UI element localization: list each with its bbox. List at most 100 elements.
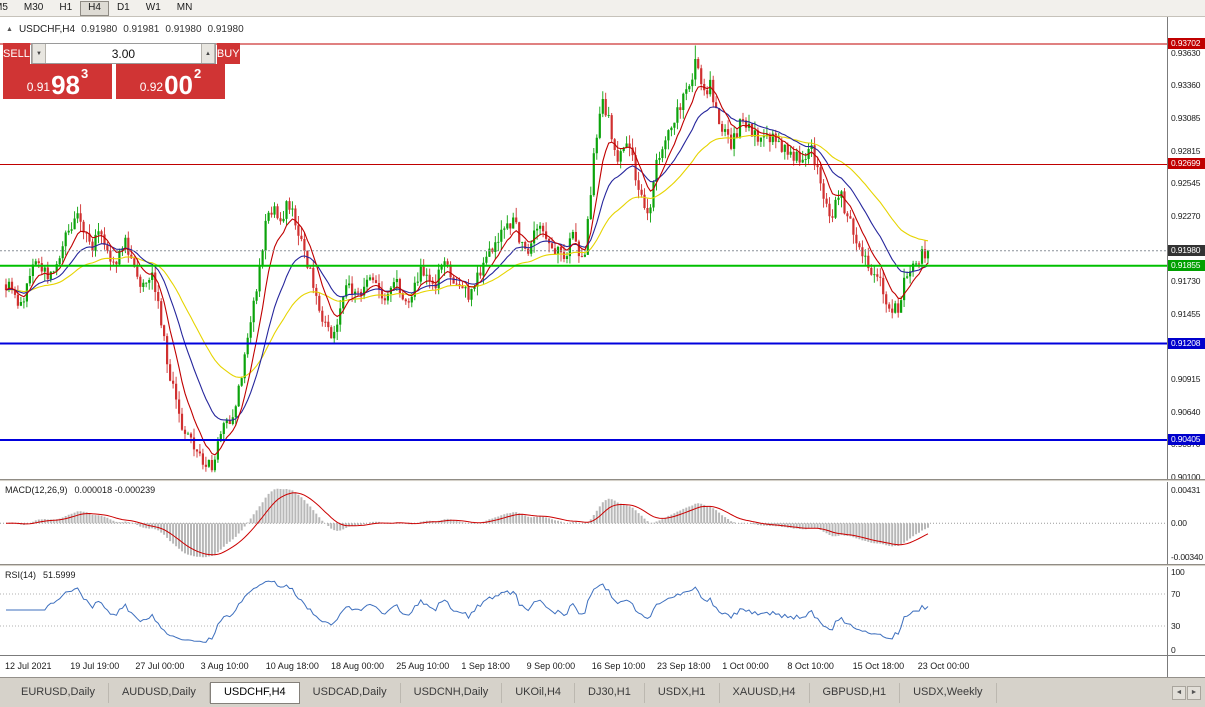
volume-input[interactable] xyxy=(45,44,201,63)
timeframe-button-w1[interactable]: W1 xyxy=(138,1,169,16)
chart-symbol-label: USDCHF,H4 xyxy=(18,24,76,35)
panel-divider[interactable] xyxy=(0,564,1205,567)
price-axis-tick: 0.93360 xyxy=(1171,80,1201,91)
volume-up-button[interactable]: ▲ xyxy=(200,44,215,63)
macd-axis-label: -0.00340 xyxy=(1171,552,1203,562)
chart-tab-eurusd-daily[interactable]: EURUSD,Daily xyxy=(8,682,109,703)
one-click-trading-panel: SELL ▼ ▲ BUY 0.91 98 3 xyxy=(3,43,240,99)
chart-tab-usdcnh-daily[interactable]: USDCNH,Daily xyxy=(401,682,503,703)
timeframe-button-h4[interactable]: H4 xyxy=(80,0,109,16)
sell-price-button[interactable]: 0.91 98 3 xyxy=(3,64,112,99)
chart-tab-dj30-h1[interactable]: DJ30,H1 xyxy=(575,682,645,703)
macd-panel: MACD(12,26,9) 0.000018 -0.000239 xyxy=(0,482,1167,564)
time-axis-label: 1 Oct 00:00 xyxy=(722,661,769,671)
chart-tab-usdcad-daily[interactable]: USDCAD,Daily xyxy=(300,682,401,703)
time-axis-label: 15 Oct 18:00 xyxy=(852,661,905,671)
rsi-value: 51.5999 xyxy=(43,570,76,580)
buy-button-label: BUY xyxy=(216,47,240,60)
timeframe-button-m30[interactable]: M30 xyxy=(16,1,51,16)
sell-price-big-digits: 98 xyxy=(51,70,81,100)
chart-tab-usdx-weekly[interactable]: USDX,Weekly xyxy=(900,682,997,703)
macd-chart[interactable] xyxy=(0,482,1167,564)
macd-axis-label: 0.00 xyxy=(1171,518,1187,529)
chart-low-value: 0.91980 xyxy=(165,24,202,35)
buy-price-button[interactable]: 0.92 00 2 xyxy=(116,64,225,99)
macd-axis-label: 0.00431 xyxy=(1171,485,1201,495)
time-axis-label: 23 Sep 18:00 xyxy=(657,661,711,671)
panel-divider[interactable] xyxy=(0,479,1205,482)
chart-open-value: 0.91980 xyxy=(81,24,118,35)
timeframe-button-m5[interactable]: M5 xyxy=(0,1,16,16)
sell-button[interactable]: SELL xyxy=(3,43,30,64)
macd-axis: 0.00431 0.00 -0.00340 xyxy=(1167,482,1205,564)
buy-price-big-digits: 00 xyxy=(164,70,194,100)
price-axis-tag: 0.92699 xyxy=(1168,158,1205,170)
chart-tab-gbpusd-h1[interactable]: GBPUSD,H1 xyxy=(810,682,901,703)
price-axis-tick: 0.92270 xyxy=(1171,210,1201,221)
macd-label: MACD(12,26,9) 0.000018 -0.000239 xyxy=(5,485,162,495)
price-axis: 0.93630 0.93360 0.93085 0.92815 0.92545 0.922… xyxy=(1167,17,1205,479)
main-chart-panel: ▲ USDCHF,H4 0.91980 0.91981 0.91980 0.91… xyxy=(0,17,1167,479)
rsi-axis-label: 30 xyxy=(1171,621,1181,631)
sell-price-pip-digit: 3 xyxy=(81,66,89,81)
macd-values: 0.000018 -0.000239 xyxy=(74,485,156,495)
time-axis-label: 18 Aug 00:00 xyxy=(331,661,385,671)
rsi-axis-label: 0 xyxy=(1171,645,1176,655)
time-axis-label: 25 Aug 10:00 xyxy=(396,661,450,671)
time-axis-label: 9 Sep 00:00 xyxy=(526,661,576,671)
price-axis-tick: 0.91730 xyxy=(1171,275,1201,286)
volume-control: ▼ ▲ xyxy=(30,43,216,64)
price-axis-tag: 0.90405 xyxy=(1168,433,1205,445)
chart-tab-audusd-daily[interactable]: AUDUSD,Daily xyxy=(109,682,210,703)
rsi-chart[interactable] xyxy=(0,567,1167,655)
rsi-name: RSI(14) xyxy=(5,570,37,580)
time-axis-label: 1 Sep 18:00 xyxy=(461,661,510,671)
rsi-axis: 100 70 30 0 xyxy=(1167,567,1205,655)
timeframe-button-h1[interactable]: H1 xyxy=(51,1,80,16)
time-axis-label: 16 Sep 10:00 xyxy=(591,661,646,671)
time-axis-label: 12 Jul 2021 xyxy=(5,661,52,671)
tab-scroll-left-button[interactable]: ◄ xyxy=(1172,685,1186,700)
tab-scroll-buttons: ◄ ► xyxy=(1172,685,1201,700)
sell-price-prefix: 0.91 xyxy=(26,80,51,94)
rsi-label: RSI(14) 51.5999 xyxy=(5,570,83,580)
tab-scroll-right-button[interactable]: ► xyxy=(1187,685,1201,700)
chart-tab-xauusd-h4[interactable]: XAUUSD,H4 xyxy=(720,682,810,703)
timeframe-toolbar: M5M30H1H4D1W1MN xyxy=(0,0,1205,17)
price-axis-tick: 0.93630 xyxy=(1171,47,1201,58)
rsi-axis-label: 100 xyxy=(1171,567,1185,577)
price-axis-tick: 0.90640 xyxy=(1171,406,1201,417)
price-axis-tick: 0.90100 xyxy=(1171,471,1201,479)
time-axis-label: 23 Oct 00:00 xyxy=(917,661,970,671)
chart-tab-usdchf-h4[interactable]: USDCHF,H4 xyxy=(209,681,300,704)
price-axis-tag: 0.91980 xyxy=(1168,244,1205,256)
timeframe-button-mn[interactable]: MN xyxy=(169,1,201,16)
time-axis-label: 10 Aug 18:00 xyxy=(265,661,319,671)
chart-direction-icon: ▲ xyxy=(6,26,13,33)
candlestick-chart[interactable] xyxy=(0,17,1167,479)
price-axis-tick: 0.93085 xyxy=(1171,113,1201,124)
time-axis: 12 Jul 2021 19 Jul 19:00 27 Jul 00:00 3 Aug… xyxy=(0,655,1167,677)
buy-price-prefix: 0.92 xyxy=(139,80,164,94)
chart-ohlc-header: ▲ USDCHF,H4 0.91980 0.91981 0.91980 0.91… xyxy=(6,24,244,35)
sell-button-label: SELL xyxy=(3,47,30,60)
macd-name: MACD(12,26,9) xyxy=(5,485,68,495)
price-axis-tag: 0.91855 xyxy=(1168,259,1205,271)
time-axis-label: 19 Jul 19:00 xyxy=(70,661,120,671)
chart-tab-usdx-h1[interactable]: USDX,H1 xyxy=(645,682,720,703)
time-axis-label: 27 Jul 00:00 xyxy=(135,661,185,671)
buy-button[interactable]: BUY xyxy=(216,43,240,64)
price-axis-tick: 0.92545 xyxy=(1171,177,1201,188)
chart-tab-ukoil-h4[interactable]: UKOil,H4 xyxy=(502,682,576,703)
price-axis-tick: 0.91455 xyxy=(1171,308,1201,319)
chart-window: ▲ USDCHF,H4 0.91980 0.91981 0.91980 0.91… xyxy=(0,17,1205,677)
rsi-panel: RSI(14) 51.5999 xyxy=(0,567,1167,655)
timeframe-button-d1[interactable]: D1 xyxy=(109,1,138,16)
chart-tab-strip: EURUSD,Daily AUDUSD,Daily USDCHF,H4 USDCAD,… xyxy=(8,681,997,704)
chart-close-value: 0.91980 xyxy=(207,24,244,35)
rsi-axis-label: 70 xyxy=(1171,589,1181,599)
time-axis-label: 3 Aug 10:00 xyxy=(200,661,249,671)
volume-down-button[interactable]: ▼ xyxy=(31,44,46,63)
chart-high-value: 0.91981 xyxy=(123,24,160,35)
price-axis-tag: 0.93702 xyxy=(1168,38,1205,50)
